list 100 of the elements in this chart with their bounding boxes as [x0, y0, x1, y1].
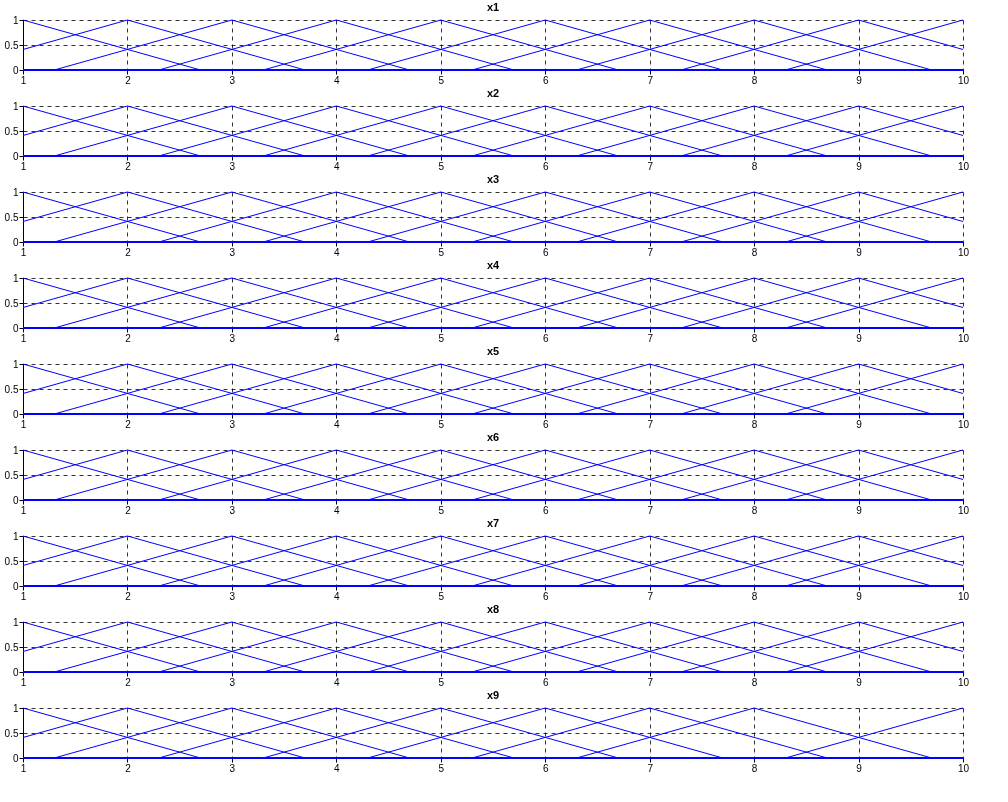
y-tick-label: 1	[12, 14, 19, 26]
x-tick-label: 4	[334, 418, 341, 430]
x-tick-label: 7	[647, 762, 654, 774]
chart-title: x2	[486, 87, 500, 99]
chart-title: x8	[486, 603, 500, 615]
x-tick-label: 6	[542, 74, 549, 86]
x-tick-label: 4	[334, 246, 341, 258]
y-tick-label: 1	[12, 100, 19, 112]
y-tick-label: 0	[12, 666, 19, 678]
x-tick-label: 5	[438, 74, 445, 86]
y-tick-label: 1	[12, 186, 19, 198]
y-tick-label: 1	[12, 702, 19, 714]
x-tick-label: 1	[20, 418, 27, 430]
x-tick-label: 6	[542, 762, 549, 774]
y-tick-label: 0.5	[4, 727, 19, 739]
x-tick-label: 7	[647, 74, 654, 86]
y-tick-label: 0.5	[4, 125, 19, 137]
x-tick-label: 9	[856, 160, 863, 172]
chart-title: x6	[486, 431, 500, 443]
x-tick-label: 6	[542, 418, 549, 430]
chart-title: x3	[486, 173, 500, 185]
y-tick-label: 1	[12, 616, 19, 628]
x-tick-label: 3	[229, 160, 236, 172]
x-tick-label: 5	[438, 762, 445, 774]
x-tick-label: 10	[957, 332, 970, 344]
x-tick-label: 6	[542, 504, 549, 516]
x-tick-label: 1	[20, 676, 27, 688]
chart-title: x9	[486, 689, 500, 701]
x-tick-label: 7	[647, 332, 654, 344]
x-tick-label: 7	[647, 590, 654, 602]
x-tick-label: 4	[334, 762, 341, 774]
x-tick-label: 9	[856, 590, 863, 602]
x-tick-label: 1	[20, 74, 27, 86]
x-tick-label: 9	[856, 246, 863, 258]
y-tick-label: 0.5	[4, 641, 19, 653]
x-tick-label: 2	[125, 418, 132, 430]
x-tick-label: 10	[957, 418, 970, 430]
x-tick-label: 4	[334, 74, 341, 86]
x-tick-label: 3	[229, 504, 236, 516]
x-tick-label: 9	[856, 418, 863, 430]
x-tick-label: 3	[229, 762, 236, 774]
x-tick-label: 6	[542, 246, 549, 258]
y-tick-label: 1	[12, 444, 19, 456]
x-tick-label: 8	[751, 504, 758, 516]
x-tick-label: 9	[856, 676, 863, 688]
chart-title: x4	[486, 259, 500, 271]
y-tick-label: 0	[12, 494, 19, 506]
x-tick-label: 8	[751, 590, 758, 602]
x-tick-label: 1	[20, 246, 27, 258]
x-tick-label: 4	[334, 590, 341, 602]
x-tick-label: 10	[957, 504, 970, 516]
x-tick-label: 6	[542, 590, 549, 602]
y-tick-label: 0	[12, 580, 19, 592]
y-tick-label: 1	[12, 272, 19, 284]
y-tick-label: 0	[12, 150, 19, 162]
x-tick-label: 3	[229, 246, 236, 258]
y-tick-label: 0.5	[4, 383, 19, 395]
x-tick-label: 9	[856, 74, 863, 86]
x-tick-label: 7	[647, 676, 654, 688]
y-tick-label: 0.5	[4, 297, 19, 309]
x-tick-label: 4	[334, 332, 341, 344]
x-tick-label: 1	[20, 504, 27, 516]
x-tick-label: 3	[229, 74, 236, 86]
x-tick-label: 8	[751, 418, 758, 430]
x-tick-label: 5	[438, 676, 445, 688]
x-tick-label: 2	[125, 246, 132, 258]
x-tick-label: 2	[125, 74, 132, 86]
x-tick-label: 1	[20, 590, 27, 602]
chart-title: x1	[486, 1, 500, 13]
x-tick-label: 7	[647, 160, 654, 172]
x-tick-label: 10	[957, 74, 970, 86]
x-tick-label: 10	[957, 762, 970, 774]
x-tick-label: 8	[751, 332, 758, 344]
x-tick-label: 6	[542, 332, 549, 344]
y-tick-label: 0	[12, 64, 19, 76]
x-tick-label: 2	[125, 590, 132, 602]
x-tick-label: 8	[751, 74, 758, 86]
x-tick-label: 10	[957, 590, 970, 602]
x-tick-label: 5	[438, 332, 445, 344]
x-tick-label: 8	[751, 676, 758, 688]
x-tick-label: 5	[438, 418, 445, 430]
x-tick-label: 6	[542, 160, 549, 172]
x-tick-label: 7	[647, 418, 654, 430]
x-tick-label: 4	[334, 160, 341, 172]
y-tick-label: 0	[12, 752, 19, 764]
y-tick-label: 0.5	[4, 469, 19, 481]
x-tick-label: 8	[751, 762, 758, 774]
x-tick-label: 1	[20, 160, 27, 172]
x-tick-label: 3	[229, 332, 236, 344]
x-tick-label: 8	[751, 246, 758, 258]
x-tick-label: 9	[856, 504, 863, 516]
x-tick-label: 4	[334, 676, 341, 688]
x-tick-label: 4	[334, 504, 341, 516]
x-tick-label: 6	[542, 676, 549, 688]
y-tick-label: 1	[12, 530, 19, 542]
y-tick-label: 0.5	[4, 39, 19, 51]
x-tick-label: 9	[856, 332, 863, 344]
x-tick-label: 10	[957, 246, 970, 258]
x-tick-label: 3	[229, 590, 236, 602]
x-tick-label: 8	[751, 160, 758, 172]
